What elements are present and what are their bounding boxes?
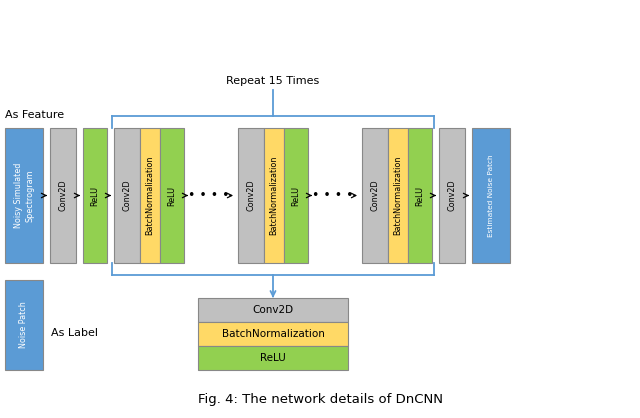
- Text: ReLU: ReLU: [291, 186, 301, 206]
- Text: Conv2D: Conv2D: [371, 180, 380, 212]
- Text: Conv2D: Conv2D: [122, 180, 131, 212]
- Text: As Label: As Label: [51, 328, 98, 338]
- Text: Noise Patch: Noise Patch: [19, 302, 29, 348]
- Bar: [198, 298, 348, 322]
- Text: Noisy Simulated
Spectrogram: Noisy Simulated Spectrogram: [14, 163, 34, 228]
- Bar: [198, 346, 348, 370]
- Text: • • • •: • • • •: [312, 189, 354, 202]
- Text: Conv2D: Conv2D: [447, 180, 456, 212]
- Text: Repeat 15 Times: Repeat 15 Times: [227, 76, 319, 86]
- Bar: [5, 128, 43, 263]
- Bar: [362, 128, 388, 263]
- Bar: [50, 128, 76, 263]
- Text: BatchNormalization: BatchNormalization: [145, 156, 154, 235]
- Bar: [284, 128, 308, 263]
- Text: ReLU: ReLU: [260, 353, 286, 363]
- Bar: [198, 322, 348, 346]
- Bar: [439, 128, 465, 263]
- Bar: [83, 128, 107, 263]
- Text: • • • •: • • • •: [188, 189, 230, 202]
- Text: ReLU: ReLU: [415, 186, 424, 206]
- Text: Conv2D: Conv2D: [246, 180, 255, 212]
- Bar: [388, 128, 408, 263]
- Bar: [408, 128, 432, 263]
- Text: BatchNormalization: BatchNormalization: [269, 156, 278, 235]
- Text: As Feature: As Feature: [5, 110, 64, 120]
- Bar: [160, 128, 184, 263]
- Bar: [264, 128, 284, 263]
- Text: Estimated Noise Patch: Estimated Noise Patch: [488, 154, 494, 237]
- Bar: [140, 128, 160, 263]
- Text: ReLU: ReLU: [90, 186, 99, 206]
- Bar: [5, 280, 43, 370]
- Bar: [238, 128, 264, 263]
- Text: ReLU: ReLU: [168, 186, 177, 206]
- Text: BatchNormalization: BatchNormalization: [221, 329, 324, 339]
- Text: Fig. 4: The network details of DnCNN: Fig. 4: The network details of DnCNN: [198, 393, 442, 406]
- Text: BatchNormalization: BatchNormalization: [394, 156, 403, 235]
- Bar: [472, 128, 510, 263]
- Bar: [114, 128, 140, 263]
- Text: Conv2D: Conv2D: [58, 180, 67, 212]
- Text: Conv2D: Conv2D: [252, 305, 294, 315]
